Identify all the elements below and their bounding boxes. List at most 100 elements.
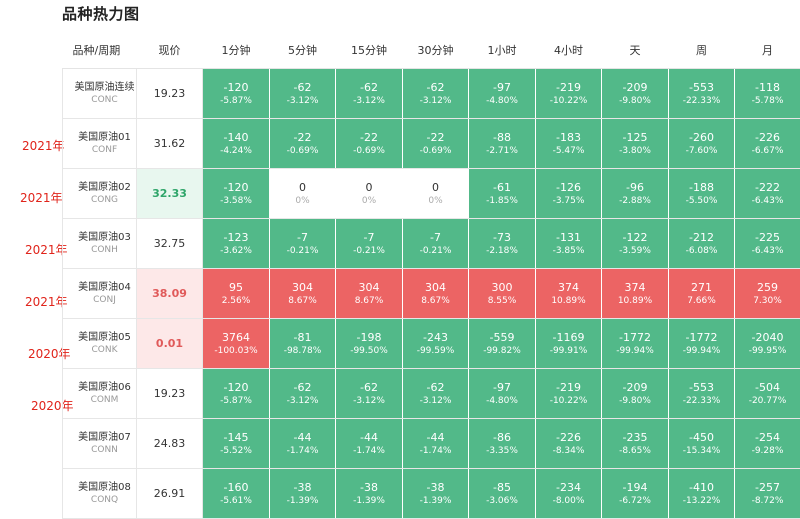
table-row[interactable]: 美国原油04 CONJ 38.09 95 2.56% 304 8.67% 304 8.67% 30… bbox=[62, 268, 800, 319]
heat-cell[interactable]: -504 -20.77% bbox=[734, 368, 800, 419]
heat-cell[interactable]: -61 -1.85% bbox=[468, 168, 536, 219]
heat-cell[interactable]: -96 -2.88% bbox=[601, 168, 669, 219]
table-row[interactable]: 美国原油01 CONF 31.62 -140 -4.24% -22 -0.69% -22 -0.… bbox=[62, 118, 800, 169]
heat-cell[interactable]: -120 -3.58% bbox=[202, 168, 270, 219]
heat-cell[interactable]: 0 0% bbox=[269, 168, 336, 219]
heat-cell[interactable]: 0 0% bbox=[402, 168, 469, 219]
heat-cell[interactable]: -122 -3.59% bbox=[601, 218, 669, 269]
heat-cell[interactable]: -2040 -99.95% bbox=[734, 318, 800, 369]
heat-cell[interactable]: -222 -6.43% bbox=[734, 168, 800, 219]
heat-cell[interactable]: -183 -5.47% bbox=[535, 118, 602, 169]
heat-cell[interactable]: -260 -7.60% bbox=[668, 118, 735, 169]
table-row[interactable]: 美国原油08 CONQ 26.91 -160 -5.61% -38 -1.39% -38 -1.… bbox=[62, 468, 800, 519]
heat-cell[interactable]: -38 -1.39% bbox=[335, 468, 403, 519]
heat-cell[interactable]: -243 -99.59% bbox=[402, 318, 469, 369]
symbol-cell[interactable]: 美国原油05 CONK bbox=[62, 318, 137, 369]
heat-cell[interactable]: -44 -1.74% bbox=[335, 418, 403, 469]
header-cell-1min[interactable]: 1分钟 bbox=[202, 32, 270, 69]
heat-cell[interactable]: -254 -9.28% bbox=[734, 418, 800, 469]
symbol-cell[interactable]: 美国原油07 CONN bbox=[62, 418, 137, 469]
heat-cell[interactable]: -22 -0.69% bbox=[269, 118, 336, 169]
heat-cell[interactable]: 95 2.56% bbox=[202, 268, 270, 319]
heat-cell[interactable]: 304 8.67% bbox=[269, 268, 336, 319]
heat-cell[interactable]: -73 -2.18% bbox=[468, 218, 536, 269]
heat-cell[interactable]: -97 -4.80% bbox=[468, 68, 536, 119]
symbol-cell[interactable]: 美国原油06 CONM bbox=[62, 368, 137, 419]
header-cell-week[interactable]: 周 bbox=[668, 32, 735, 69]
heat-cell[interactable]: -44 -1.74% bbox=[402, 418, 469, 469]
symbol-cell[interactable]: 美国原油02 CONG bbox=[62, 168, 137, 219]
heat-cell[interactable]: 304 8.67% bbox=[335, 268, 403, 319]
heat-cell[interactable]: -234 -8.00% bbox=[535, 468, 602, 519]
heat-cell[interactable]: -235 -8.65% bbox=[601, 418, 669, 469]
header-cell-5min[interactable]: 5分钟 bbox=[269, 32, 336, 69]
header-cell-symbol[interactable]: 品种/周期 bbox=[62, 32, 137, 69]
heat-cell[interactable]: -194 -6.72% bbox=[601, 468, 669, 519]
symbol-cell[interactable]: 美国原油04 CONJ bbox=[62, 268, 137, 319]
heat-cell[interactable]: -1169 -99.91% bbox=[535, 318, 602, 369]
header-cell-15min[interactable]: 15分钟 bbox=[335, 32, 403, 69]
heat-cell[interactable]: -160 -5.61% bbox=[202, 468, 270, 519]
heat-cell[interactable]: -226 -8.34% bbox=[535, 418, 602, 469]
heat-cell[interactable]: -553 -22.33% bbox=[668, 68, 735, 119]
header-cell-month[interactable]: 月 bbox=[734, 32, 800, 69]
table-row[interactable]: 美国原油06 CONM 19.23 -120 -5.87% -62 -3.12% -62 -3.… bbox=[62, 368, 800, 419]
table-row[interactable]: 美国原油连续 CONC 19.23 -120 -5.87% -62 -3.12% -62 -3.… bbox=[62, 68, 800, 119]
heat-cell[interactable]: 0 0% bbox=[335, 168, 403, 219]
heat-cell[interactable]: -209 -9.80% bbox=[601, 68, 669, 119]
heat-cell[interactable]: -97 -4.80% bbox=[468, 368, 536, 419]
heat-cell[interactable]: -7 -0.21% bbox=[335, 218, 403, 269]
heat-cell[interactable]: -125 -3.80% bbox=[601, 118, 669, 169]
heat-cell[interactable]: -7 -0.21% bbox=[269, 218, 336, 269]
heat-cell[interactable]: -86 -3.35% bbox=[468, 418, 536, 469]
heat-cell[interactable]: 304 8.67% bbox=[402, 268, 469, 319]
table-row[interactable]: 美国原油02 CONG 32.33 -120 -3.58% 0 0% 0 0% 0 0% -61 -1.… bbox=[62, 168, 800, 219]
heat-cell[interactable]: -120 -5.87% bbox=[202, 68, 270, 119]
symbol-cell[interactable]: 美国原油连续 CONC bbox=[62, 68, 137, 119]
symbol-cell[interactable]: 美国原油01 CONF bbox=[62, 118, 137, 169]
heat-cell[interactable]: -62 -3.12% bbox=[402, 68, 469, 119]
header-cell-price[interactable]: 现价 bbox=[136, 32, 203, 69]
heat-cell[interactable]: -226 -6.67% bbox=[734, 118, 800, 169]
header-cell-1hour[interactable]: 1小时 bbox=[468, 32, 536, 69]
heat-cell[interactable]: -1772 -99.94% bbox=[601, 318, 669, 369]
heat-cell[interactable]: 300 8.55% bbox=[468, 268, 536, 319]
heat-cell[interactable]: -559 -99.82% bbox=[468, 318, 536, 369]
heat-cell[interactable]: -44 -1.74% bbox=[269, 418, 336, 469]
heat-cell[interactable]: -7 -0.21% bbox=[402, 218, 469, 269]
heat-cell[interactable]: -212 -6.08% bbox=[668, 218, 735, 269]
heat-cell[interactable]: -140 -4.24% bbox=[202, 118, 270, 169]
heat-cell[interactable]: -62 -3.12% bbox=[402, 368, 469, 419]
heat-cell[interactable]: -257 -8.72% bbox=[734, 468, 800, 519]
heat-cell[interactable]: 3764 -100.03% bbox=[202, 318, 270, 369]
heat-cell[interactable]: -22 -0.69% bbox=[402, 118, 469, 169]
table-row[interactable]: 美国原油05 CONK 0.01 3764 -100.03% -81 -98.78% -198… bbox=[62, 318, 800, 369]
heat-cell[interactable]: -209 -9.80% bbox=[601, 368, 669, 419]
header-cell-4hour[interactable]: 4小时 bbox=[535, 32, 602, 69]
heat-cell[interactable]: -188 -5.50% bbox=[668, 168, 735, 219]
heat-cell[interactable]: 374 10.89% bbox=[535, 268, 602, 319]
heat-cell[interactable]: -219 -10.22% bbox=[535, 368, 602, 419]
heat-cell[interactable]: -219 -10.22% bbox=[535, 68, 602, 119]
heat-cell[interactable]: -1772 -99.94% bbox=[668, 318, 735, 369]
heat-cell[interactable]: -22 -0.69% bbox=[335, 118, 403, 169]
heat-cell[interactable]: -62 -3.12% bbox=[335, 368, 403, 419]
heat-cell[interactable]: 259 7.30% bbox=[734, 268, 800, 319]
heat-cell[interactable]: -450 -15.34% bbox=[668, 418, 735, 469]
heat-cell[interactable]: -38 -1.39% bbox=[269, 468, 336, 519]
heat-cell[interactable]: -81 -98.78% bbox=[269, 318, 336, 369]
heat-cell[interactable]: 374 10.89% bbox=[601, 268, 669, 319]
symbol-cell[interactable]: 美国原油03 CONH bbox=[62, 218, 137, 269]
heat-cell[interactable]: -62 -3.12% bbox=[269, 368, 336, 419]
heat-cell[interactable]: -38 -1.39% bbox=[402, 468, 469, 519]
heat-cell[interactable]: -123 -3.62% bbox=[202, 218, 270, 269]
heat-cell[interactable]: -120 -5.87% bbox=[202, 368, 270, 419]
heat-cell[interactable]: -131 -3.85% bbox=[535, 218, 602, 269]
table-row[interactable]: 美国原油03 CONH 32.75 -123 -3.62% -7 -0.21% -7 -0.21… bbox=[62, 218, 800, 269]
heat-cell[interactable]: -410 -13.22% bbox=[668, 468, 735, 519]
heat-cell[interactable]: -88 -2.71% bbox=[468, 118, 536, 169]
heat-cell[interactable]: -62 -3.12% bbox=[269, 68, 336, 119]
heat-cell[interactable]: 271 7.66% bbox=[668, 268, 735, 319]
heat-cell[interactable]: -85 -3.06% bbox=[468, 468, 536, 519]
header-cell-30min[interactable]: 30分钟 bbox=[402, 32, 469, 69]
